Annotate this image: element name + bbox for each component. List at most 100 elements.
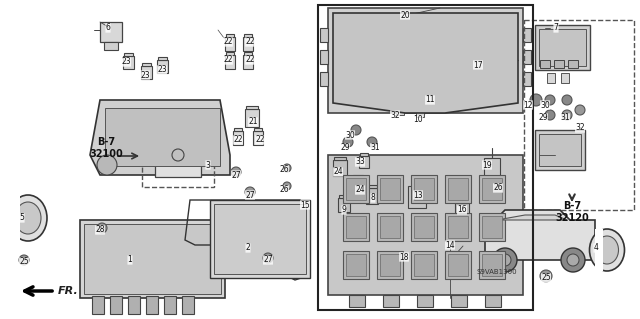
Text: 11: 11	[425, 95, 435, 105]
Text: 21: 21	[248, 117, 258, 127]
Text: 31: 31	[560, 114, 570, 122]
Bar	[155, 135, 201, 177]
Bar	[523, 28, 531, 42]
Bar	[80, 220, 225, 298]
Text: 30: 30	[540, 100, 550, 109]
Bar	[482, 254, 502, 276]
Polygon shape	[497, 215, 567, 220]
Circle shape	[245, 187, 255, 197]
Text: FR.: FR.	[58, 286, 79, 296]
Bar	[346, 178, 366, 200]
Bar	[479, 251, 505, 279]
Bar	[346, 254, 366, 276]
Bar	[445, 175, 471, 203]
Bar	[343, 175, 369, 203]
Bar	[84, 224, 221, 294]
Text: 26: 26	[493, 183, 503, 192]
Circle shape	[493, 248, 517, 272]
Bar	[396, 105, 404, 115]
Bar	[377, 251, 403, 279]
Bar	[244, 34, 252, 37]
Text: 27: 27	[263, 256, 273, 264]
Bar	[233, 131, 243, 145]
Bar	[380, 254, 400, 276]
Bar	[246, 106, 258, 109]
Text: 32: 32	[575, 123, 585, 132]
Text: 28: 28	[95, 226, 105, 234]
Bar	[539, 29, 586, 66]
Text: 22: 22	[245, 38, 255, 47]
Bar	[428, 91, 440, 105]
Circle shape	[561, 248, 585, 272]
Circle shape	[231, 167, 241, 177]
Bar	[414, 178, 434, 200]
Bar	[349, 295, 365, 307]
Text: 29: 29	[538, 114, 548, 122]
Bar	[482, 216, 502, 238]
Circle shape	[492, 179, 502, 189]
Bar	[479, 175, 505, 203]
Circle shape	[562, 95, 572, 105]
Bar	[455, 203, 469, 221]
Bar	[346, 216, 366, 238]
Bar	[0, 194, 20, 244]
Circle shape	[283, 164, 291, 172]
Circle shape	[97, 155, 117, 175]
Circle shape	[545, 110, 555, 120]
Circle shape	[575, 105, 585, 115]
Bar	[523, 72, 531, 86]
Text: 22: 22	[245, 56, 255, 64]
Bar	[141, 65, 152, 78]
Bar	[226, 52, 234, 55]
Bar	[408, 186, 426, 208]
Text: 29: 29	[340, 144, 350, 152]
Bar	[414, 216, 434, 238]
Bar	[595, 229, 603, 271]
Bar	[245, 109, 259, 127]
Text: 16: 16	[457, 205, 467, 214]
Text: 26: 26	[279, 186, 289, 195]
Text: 13: 13	[413, 190, 423, 199]
Circle shape	[263, 253, 273, 263]
Bar	[254, 128, 262, 131]
Ellipse shape	[595, 236, 618, 264]
Text: 19: 19	[482, 160, 492, 169]
Text: 24: 24	[355, 186, 365, 195]
Bar	[124, 53, 132, 56]
Bar	[122, 56, 134, 69]
Bar	[377, 175, 403, 203]
Bar	[353, 175, 363, 178]
Circle shape	[499, 254, 511, 266]
Text: 18: 18	[399, 253, 409, 262]
Text: 32: 32	[390, 110, 400, 120]
Text: 5: 5	[20, 213, 24, 222]
Bar	[411, 251, 437, 279]
Text: 3: 3	[205, 160, 211, 169]
Bar	[234, 128, 242, 131]
Text: 22: 22	[223, 38, 233, 47]
Bar	[380, 216, 400, 238]
Text: 27: 27	[231, 170, 241, 180]
Bar	[448, 254, 468, 276]
Bar	[380, 178, 400, 200]
Bar	[253, 131, 263, 145]
Bar	[210, 200, 310, 278]
Bar	[328, 155, 523, 295]
Bar	[128, 296, 140, 314]
Bar	[367, 185, 377, 188]
Bar	[225, 37, 235, 51]
Bar	[366, 188, 378, 204]
Bar	[568, 60, 578, 68]
Text: 22: 22	[255, 136, 265, 145]
Bar	[448, 178, 468, 200]
Circle shape	[562, 110, 572, 120]
Bar	[451, 295, 467, 307]
Text: 1: 1	[127, 256, 132, 264]
Bar	[142, 125, 214, 187]
Bar	[214, 204, 306, 274]
Bar	[561, 73, 569, 83]
Bar	[448, 216, 468, 238]
Bar	[343, 213, 369, 241]
Text: 23: 23	[140, 70, 150, 79]
Bar	[343, 251, 369, 279]
